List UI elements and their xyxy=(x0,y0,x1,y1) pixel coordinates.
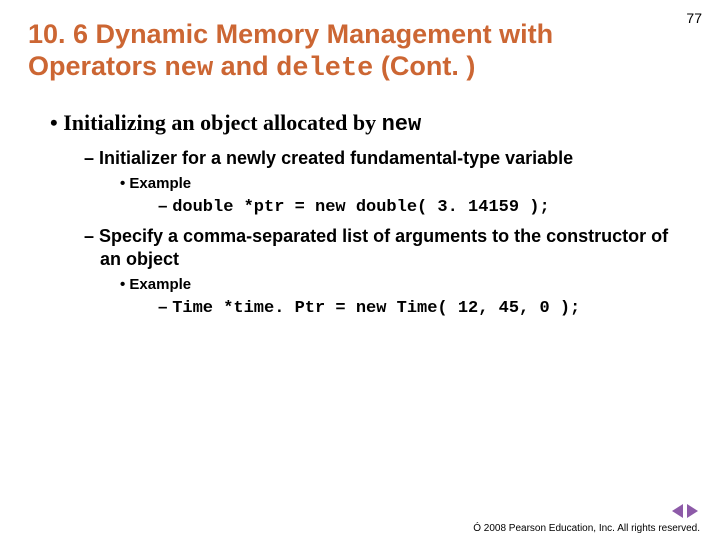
code-example-b: Time *time. Ptr = new Time( 12, 45, 0 ); xyxy=(158,297,692,318)
code-example-a: double *ptr = new double( 3. 14159 ); xyxy=(158,196,692,217)
slide-container: 77 10. 6 Dynamic Memory Management with … xyxy=(0,0,720,540)
copyright-text: 2008 Pearson Education, Inc. All rights … xyxy=(481,523,700,534)
l1-keyword-new: new xyxy=(382,112,422,137)
copyright-symbol: Ó xyxy=(473,523,481,534)
title-suffix: (Cont. ) xyxy=(373,51,475,81)
nav-arrows xyxy=(672,504,698,518)
page-number: 77 xyxy=(686,10,702,26)
bullet-level2-b: Specify a comma-separated list of argume… xyxy=(84,225,692,270)
copyright-footer: Ó 2008 Pearson Education, Inc. All right… xyxy=(473,523,700,534)
title-keyword-new: new xyxy=(165,54,214,84)
bullet-level2-a: Initializer for a newly created fundamen… xyxy=(84,147,692,170)
prev-arrow-icon[interactable] xyxy=(672,504,683,518)
next-arrow-icon[interactable] xyxy=(687,504,698,518)
l1-text: Initializing an object allocated by xyxy=(63,110,381,135)
slide-title: 10. 6 Dynamic Memory Management with Ope… xyxy=(28,18,628,86)
bullet-level1: Initializing an object allocated by new xyxy=(50,110,692,137)
bullet-level3-b: Example xyxy=(120,276,692,293)
bullet-level3-a: Example xyxy=(120,175,692,192)
title-keyword-delete: delete xyxy=(276,54,373,84)
title-mid: and xyxy=(213,51,276,81)
